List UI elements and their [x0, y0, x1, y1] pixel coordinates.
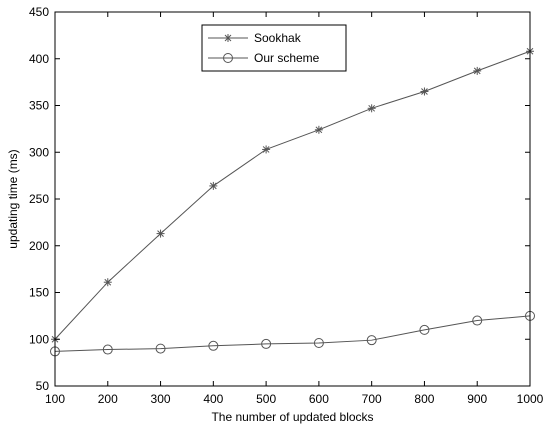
marker-stroke [262, 146, 270, 153]
x-tick-label: 700 [362, 392, 382, 406]
legend-box [201, 24, 347, 72]
marker-stroke [209, 182, 217, 190]
data-point-circle [102, 344, 113, 355]
x-tick-label: 300 [151, 392, 171, 406]
y-tick-label: 200 [29, 239, 49, 253]
marker-stroke [421, 88, 428, 95]
x-tick-label: 1000 [517, 392, 544, 406]
data-point-star [156, 229, 165, 238]
y-axis-label: updating time (ms) [6, 149, 20, 248]
series-2 [50, 310, 535, 357]
legend-label: Our scheme [254, 51, 320, 65]
y-tick-label: 450 [29, 5, 49, 19]
x-tick-label: 200 [98, 392, 118, 406]
legend-marker-circle [223, 53, 233, 63]
legend: Sookhak Our scheme [201, 24, 347, 72]
data-point-star [473, 66, 482, 75]
y-tick-label: 150 [29, 286, 49, 300]
data-point-star [103, 278, 112, 287]
marker-stroke [224, 34, 232, 42]
legend-entry-2: Our scheme [208, 51, 320, 65]
series-1 [51, 47, 534, 344]
x-tick-label: 600 [309, 392, 329, 406]
legend-label: Sookhak [254, 31, 302, 45]
y-tick-label: 350 [29, 99, 49, 113]
data-point-circle [472, 315, 483, 326]
marker-stroke [368, 104, 376, 112]
marker-stroke [473, 67, 481, 75]
y-tick-label: 300 [29, 145, 49, 159]
series-line-2 [54, 315, 531, 352]
data-point-star [262, 145, 271, 154]
axes-layer: 100 200 300 400 500 600 700 800 900 1000501001502… [6, 5, 544, 424]
x-tick-label: 100 [45, 392, 65, 406]
y-tick-label: 50 [36, 379, 50, 393]
x-tick-label: 800 [414, 392, 434, 406]
data-point-star [209, 181, 218, 190]
y-tick-label: 250 [29, 192, 49, 206]
x-tick-label: 900 [467, 392, 487, 406]
y-tick-label: 400 [29, 52, 49, 66]
marker-stroke [157, 230, 164, 237]
data-point-circle [155, 343, 166, 354]
x-tick-label: 400 [203, 392, 223, 406]
data-point-star [420, 87, 429, 96]
marker-stroke [104, 278, 112, 286]
legend-marker-star [224, 34, 232, 42]
data-point-circle [366, 335, 377, 346]
x-tick-label: 500 [256, 392, 276, 406]
data-point-circle [313, 337, 324, 348]
data-point-circle [261, 338, 272, 349]
data-point-star [367, 104, 376, 113]
legend-entry-1: Sookhak [208, 31, 302, 45]
marker-stroke [315, 126, 323, 134]
y-tick-label: 100 [29, 332, 49, 346]
x-axis-label: The number of updated blocks [211, 410, 373, 424]
data-point-star [314, 125, 323, 134]
data-point-circle [419, 324, 430, 335]
data-point-circle [208, 340, 219, 351]
series-line-1 [54, 50, 531, 340]
series-layer [50, 47, 535, 357]
